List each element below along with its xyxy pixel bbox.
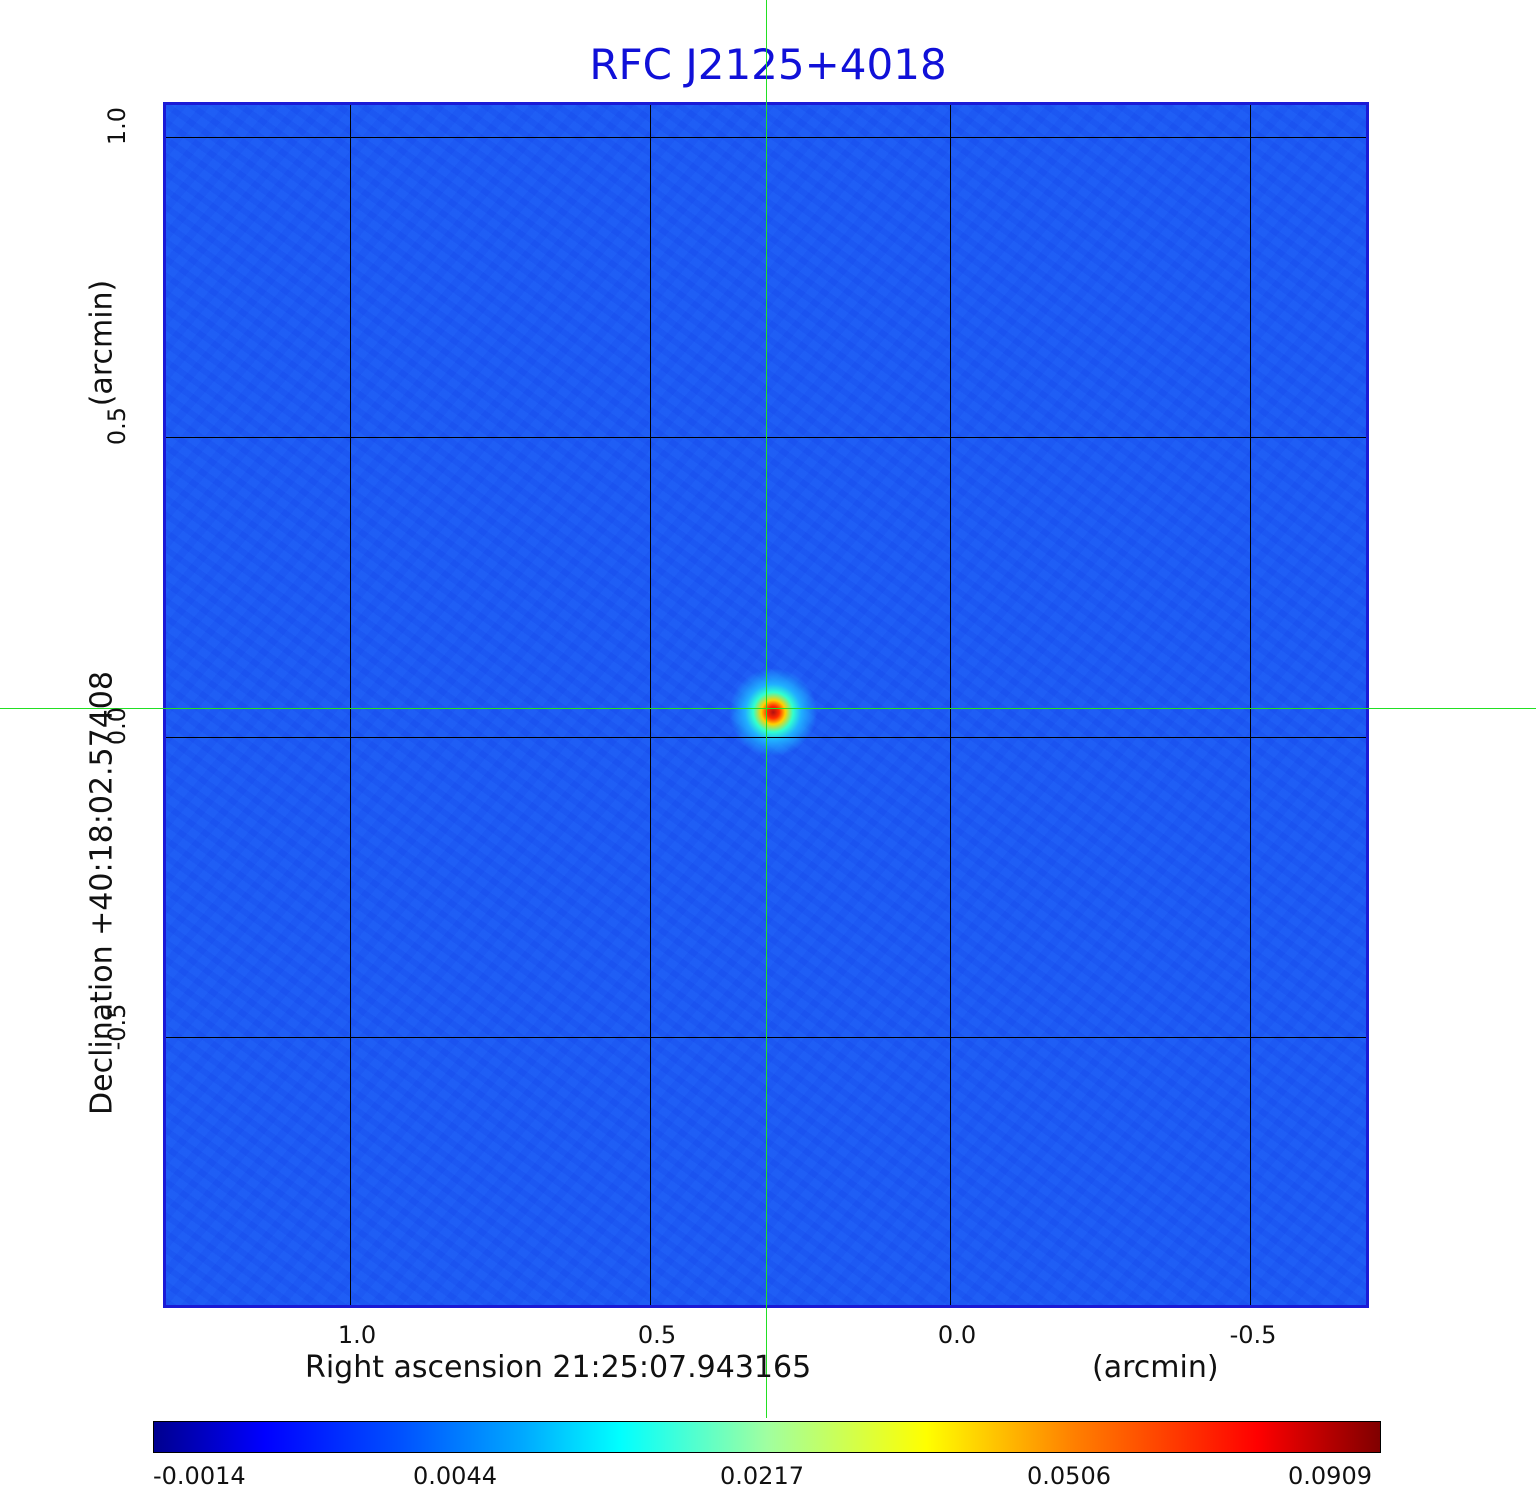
colorbar-tick-label: 0.0506 [1027,1462,1111,1490]
y-tick-label: 1.0 [103,106,131,146]
colorbar [153,1421,1381,1453]
x-axis-label: Right ascension 21:25:07.943165 [305,1350,812,1385]
colorbar-tick-label: 0.0044 [413,1462,497,1490]
chart-title: RFC J2125+4018 [589,40,947,89]
x-tick-label: 1.0 [337,1321,377,1349]
colorbar-tick-label: -0.0014 [153,1462,246,1490]
x-axis-unit: (arcmin) [1092,1350,1219,1385]
grid-line-x-0.5 [650,105,651,1305]
grid-line-x--0.5 [1250,105,1251,1305]
grid-line-x-1.0 [350,105,351,1305]
y-axis-label: Declination +40:18:02.57408 [84,671,120,1115]
y-axis-unit: (arcmin) [84,279,120,407]
colorbar-tick-label: 0.0909 [1288,1462,1372,1490]
crosshair-vertical [766,0,767,1418]
x-tick-label: 0.0 [937,1321,977,1349]
x-tick-label: -0.5 [1229,1321,1277,1349]
grid-line-x-0.0 [950,105,951,1305]
y-tick-label: 0.5 [103,406,131,446]
crosshair-horizontal [0,708,1536,709]
x-tick-label: 0.5 [637,1321,677,1349]
colorbar-tick-label: 0.0217 [720,1462,804,1490]
